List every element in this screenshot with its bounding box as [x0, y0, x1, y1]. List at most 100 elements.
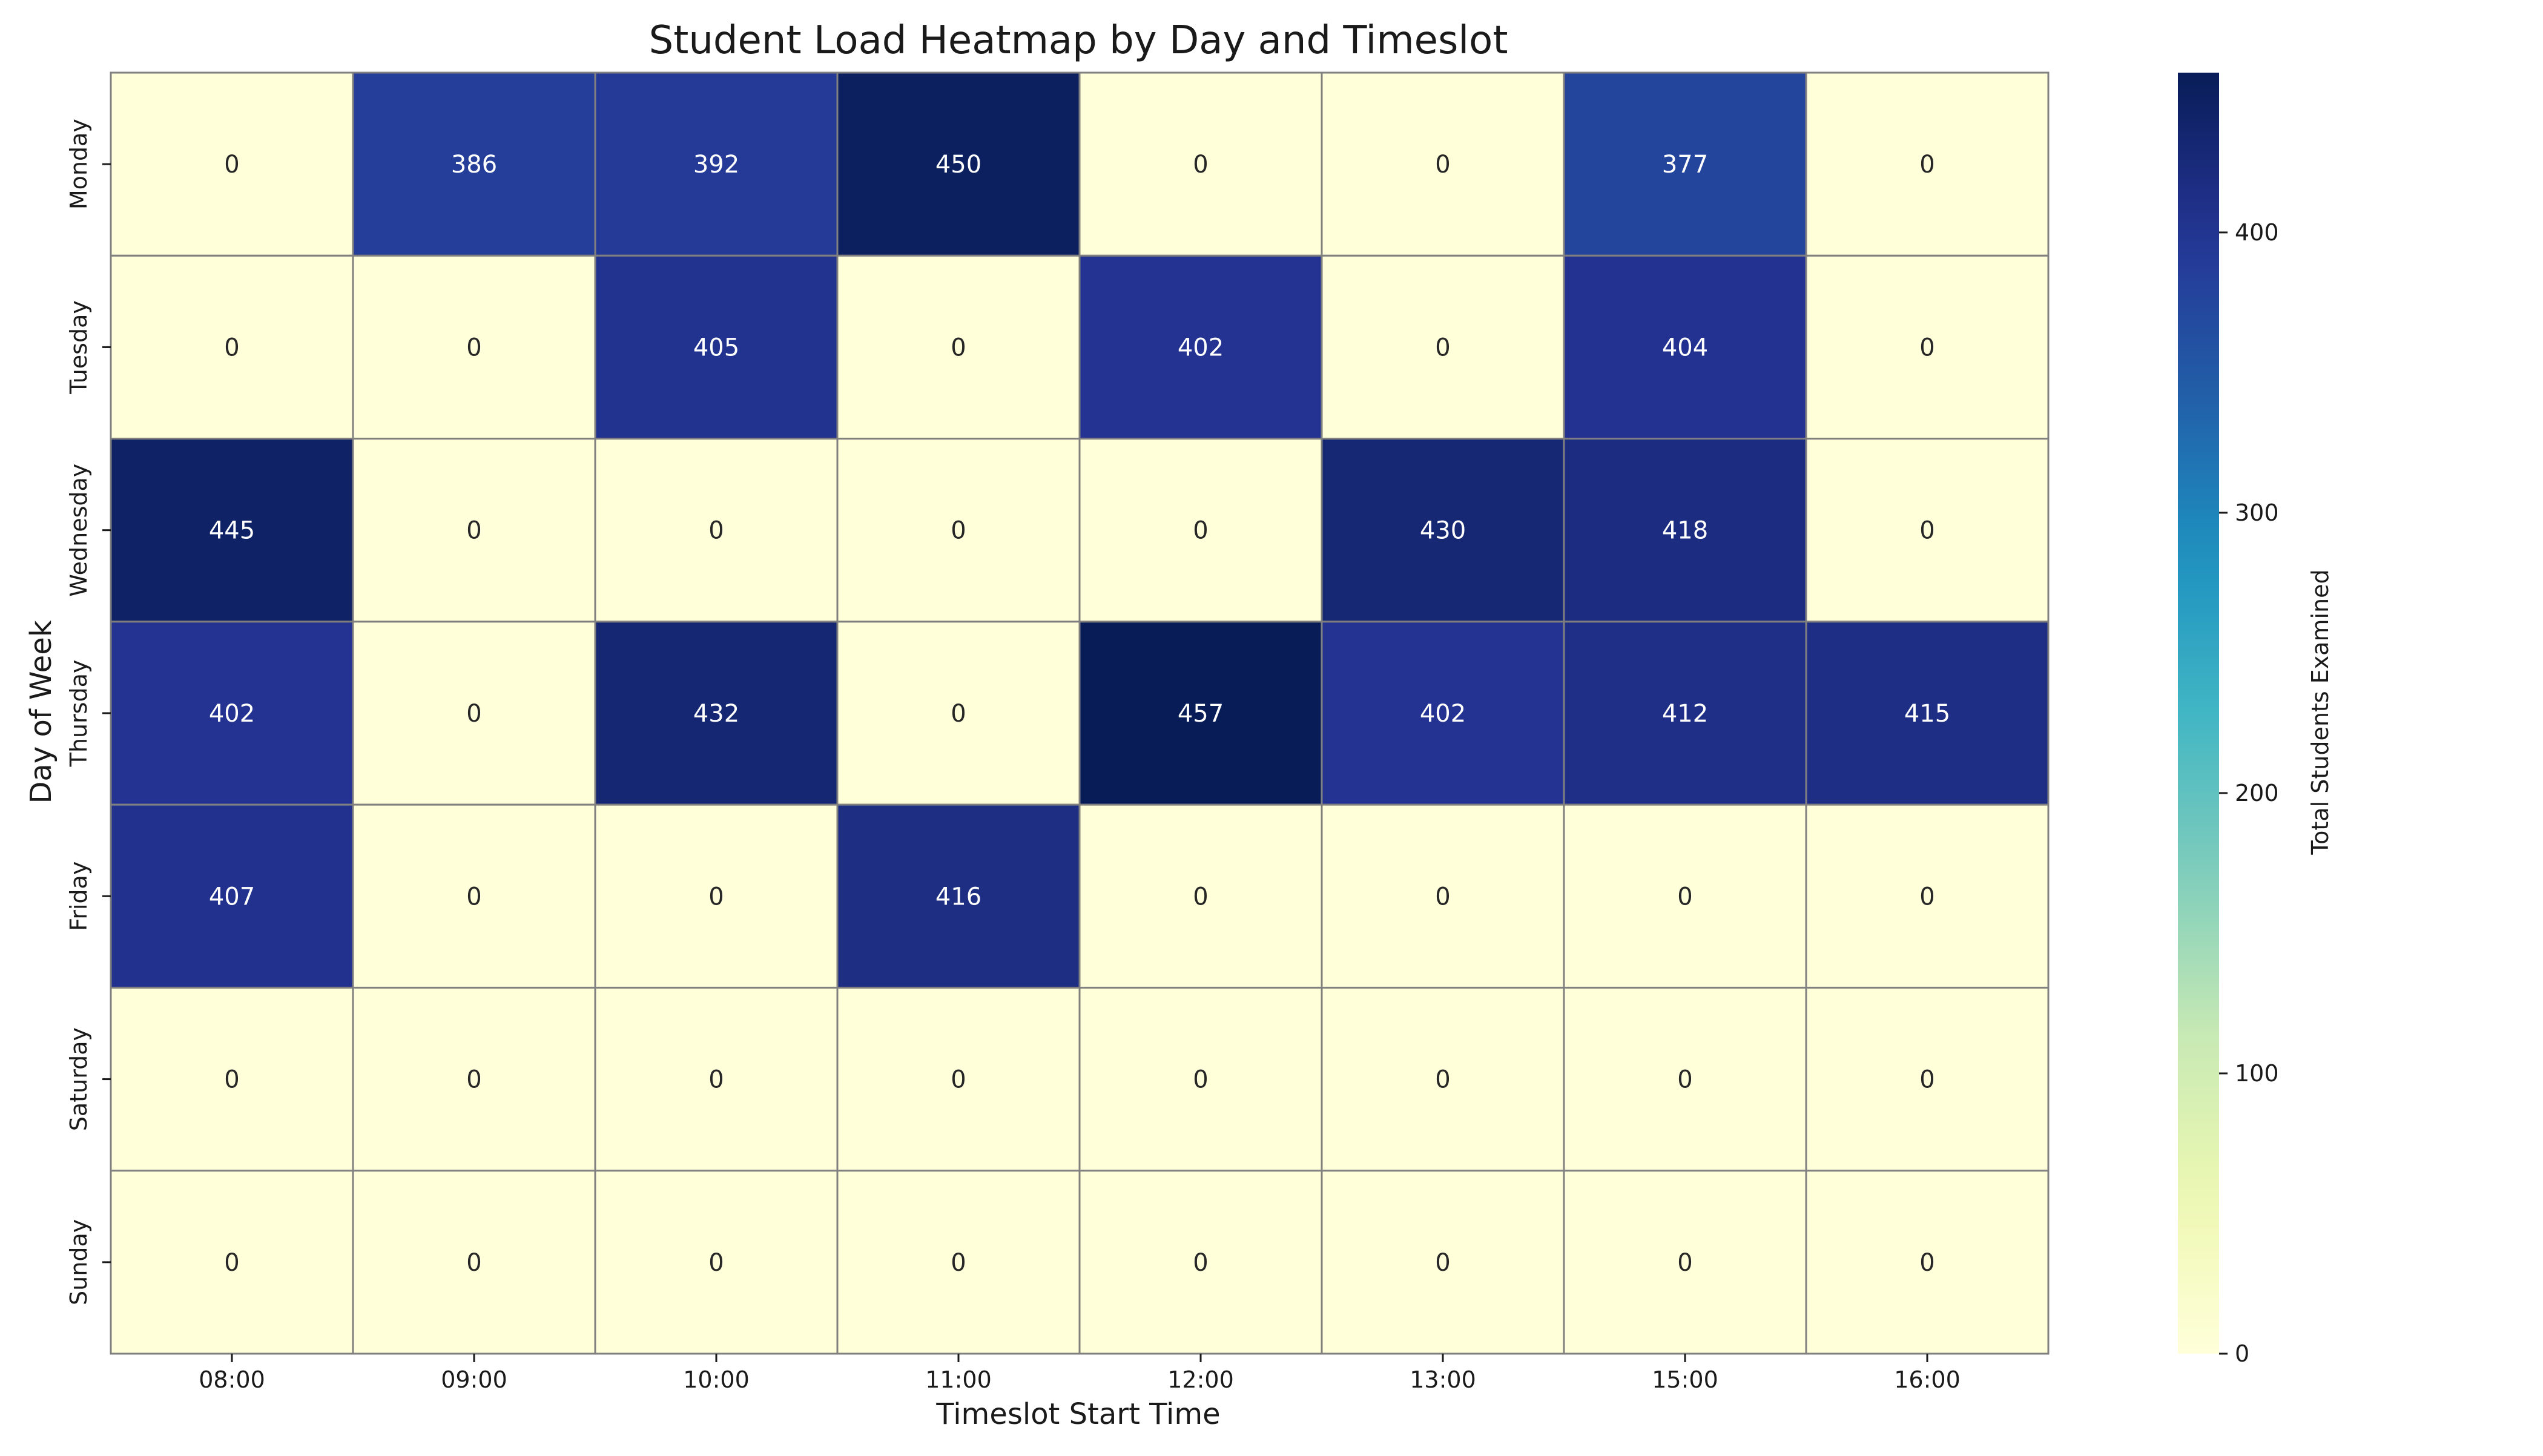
heatmap-cell-tuesday-1600 — [1805, 254, 2050, 440]
heatmap-cell-saturday-0900 — [352, 986, 596, 1172]
cell-value-label: 412 — [1662, 700, 1708, 728]
colorbar-gradient — [2178, 73, 2219, 1354]
cell-value-label: 0 — [1677, 1249, 1692, 1277]
cell-value-label: 0 — [1193, 151, 1208, 179]
heatmap-cell-saturday-1600 — [1805, 986, 2050, 1172]
y-tick-label: Friday — [65, 861, 92, 931]
cell-value-label: 430 — [1420, 517, 1466, 545]
heatmap-cell-friday-1100 — [836, 803, 1081, 989]
chart-title: Student Load Heatmap by Day and Timeslot — [649, 18, 1508, 63]
colorbar-tick-label: 100 — [2235, 1060, 2279, 1087]
heatmap-cell-saturday-1300 — [1321, 986, 1565, 1172]
cell-value-label: 0 — [1919, 1249, 1934, 1277]
heatmap-cell-monday-1300 — [1321, 71, 1565, 257]
heatmap-cell-monday-1100 — [836, 71, 1081, 257]
cell-value-label: 0 — [1919, 517, 1934, 545]
cell-value-label: 407 — [209, 883, 255, 911]
colorbar-tick-label: 300 — [2235, 499, 2279, 526]
x-tick-label: 15:00 — [1652, 1366, 1718, 1393]
cell-value-label: 0 — [1435, 1249, 1450, 1277]
cell-value-label: 0 — [1919, 1066, 1934, 1094]
axes: 08:00 09:00 10:00 11:00 12:00 13:00 15:00 16:00… — [65, 71, 2050, 1393]
heatmap-cell-friday-1000 — [594, 803, 839, 989]
heatmap-cell-saturday-1000 — [594, 986, 839, 1172]
cell-value-label: 445 — [209, 517, 255, 545]
x-tick-label: 09:00 — [441, 1366, 507, 1393]
cell-value-label: 0 — [1193, 1066, 1208, 1094]
cell-value-label: 0 — [466, 1249, 481, 1277]
heatmap-cell-monday-1200 — [1078, 71, 1323, 257]
heatmap-cell-thursday-1100 — [836, 621, 1081, 806]
cell-value-label: 418 — [1662, 517, 1708, 545]
heatmap-cell-sunday-1600 — [1805, 1170, 2050, 1355]
cell-value-label: 0 — [951, 1066, 966, 1094]
colorbar-label: Total Students Examined — [2307, 569, 2334, 855]
cell-value-label: 0 — [708, 517, 724, 545]
cell-value-label: 0 — [708, 883, 724, 911]
heatmap-cell-friday-1600 — [1805, 803, 2050, 989]
heatmap-cell-monday-0900 — [352, 71, 596, 257]
heatmap-cell-saturday-1500 — [1563, 986, 1807, 1172]
cell-value-label: 0 — [466, 700, 481, 728]
x-tick-label: 11:00 — [925, 1366, 992, 1393]
x-tick-label: 10:00 — [683, 1366, 750, 1393]
cell-value-label: 0 — [1435, 334, 1450, 361]
cell-value-label: 0 — [951, 517, 966, 545]
heatmap-cell-wednesday-1100 — [836, 438, 1081, 623]
heatmap-cell-thursday-1500 — [1563, 621, 1807, 806]
heatmap-cell-tuesday-1300 — [1321, 254, 1565, 440]
heatmap-cell-wednesday-0800 — [110, 438, 354, 623]
y-axis-label: Day of Week — [24, 620, 58, 803]
cell-value-label: 386 — [451, 151, 497, 179]
cell-value-label: 0 — [466, 334, 481, 361]
cell-value-label: 432 — [693, 700, 739, 728]
heatmap-cell-tuesday-1100 — [836, 254, 1081, 440]
heatmap-cell-sunday-0900 — [352, 1170, 596, 1355]
x-axis-label: Timeslot Start Time — [935, 1397, 1220, 1431]
heatmap-cell-friday-1200 — [1078, 803, 1323, 989]
cell-value-label: 0 — [466, 1066, 481, 1094]
cell-value-label: 415 — [1904, 700, 1950, 728]
heatmap-cell-wednesday-1200 — [1078, 438, 1323, 623]
cell-value-label: 402 — [209, 700, 255, 728]
y-tick-label: Wednesday — [65, 464, 92, 597]
cell-value-label: 0 — [951, 1249, 966, 1277]
colorbar: 0 100 200 300 400 — [2178, 73, 2279, 1367]
colorbar-tick-label: 400 — [2235, 219, 2279, 246]
cell-value-label: 0 — [951, 334, 966, 361]
heatmap-cell-saturday-1200 — [1078, 986, 1323, 1172]
heatmap-cell-wednesday-1300 — [1321, 438, 1565, 623]
y-tick-label: Saturday — [65, 1027, 92, 1131]
heatmap-cell-sunday-1000 — [594, 1170, 839, 1355]
cell-value-label: 0 — [1435, 883, 1450, 911]
x-tick-label: 08:00 — [199, 1366, 265, 1393]
cell-value-label: 0 — [1193, 1249, 1208, 1277]
colorbar-tick-label: 200 — [2235, 780, 2279, 806]
cell-value-label: 0 — [1193, 517, 1208, 545]
x-tick-label: 16:00 — [1894, 1366, 1961, 1393]
cell-value-label: 0 — [1193, 883, 1208, 911]
cell-value-label: 0 — [1435, 1066, 1450, 1094]
x-tick-label: 13:00 — [1410, 1366, 1476, 1393]
heatmap-cell-sunday-0800 — [110, 1170, 354, 1355]
heatmap-cell-monday-0800 — [110, 71, 354, 257]
colorbar-tick-label: 0 — [2235, 1340, 2249, 1367]
heatmap-cell-thursday-0800 — [110, 621, 354, 806]
cell-value-label: 0 — [708, 1249, 724, 1277]
cell-value-label: 416 — [935, 883, 981, 911]
y-tick-label: Monday — [65, 119, 92, 209]
heatmap-cell-wednesday-0900 — [352, 438, 596, 623]
heatmap-cell-tuesday-1200 — [1078, 254, 1323, 440]
cell-value-label: 0 — [1677, 883, 1692, 911]
cell-value-label: 392 — [693, 151, 739, 179]
heatmap-cell-sunday-1200 — [1078, 1170, 1323, 1355]
cell-value-label: 0 — [466, 883, 481, 911]
heatmap-cell-friday-1300 — [1321, 803, 1565, 989]
cell-value-label: 0 — [224, 151, 239, 179]
heatmap-cell-monday-1600 — [1805, 71, 2050, 257]
cell-value-label: 0 — [951, 700, 966, 728]
y-tick-label: Tuesday — [65, 300, 92, 395]
cell-value-label: 0 — [1677, 1066, 1692, 1094]
